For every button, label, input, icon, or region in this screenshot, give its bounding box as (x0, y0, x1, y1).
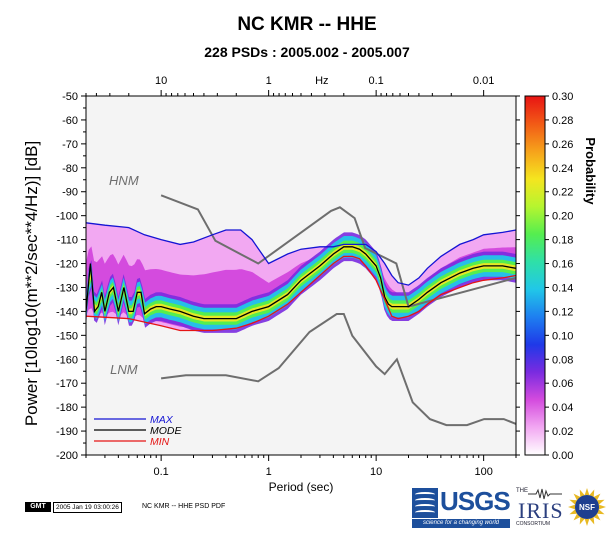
footer-caption: NC KMR -- HHE PSD PDF (142, 503, 226, 510)
colorbar-label: Probability (583, 137, 598, 205)
gmt-timestamp: 2005 Jan 19 03:00:26 (53, 502, 122, 513)
iris-the: THE (516, 488, 528, 494)
y-tick-label: -200 (56, 450, 78, 462)
usgs-wave-icon (412, 488, 438, 518)
x-tick-label: 0.1 (153, 466, 168, 478)
line-hnm (160, 194, 516, 308)
colorbar-tick-label: 0.18 (552, 235, 573, 247)
chart-title: NC KMR -- HHE (237, 14, 377, 35)
y-tick-label: -120 (56, 259, 78, 271)
line-max (86, 222, 516, 286)
nsf-seal-icon: NSF (568, 488, 606, 526)
y-tick-label: -80 (62, 163, 78, 175)
annotation-lnm: LNM (110, 362, 138, 377)
colorbar-tick-label: 0.06 (552, 378, 573, 390)
top-tick-label: 0.1 (368, 75, 383, 87)
y-tick-label: -190 (56, 426, 78, 438)
colorbar-tick-label: 0.16 (552, 259, 573, 271)
y-tick-label: -160 (56, 354, 78, 366)
y-tick-label: -60 (62, 115, 78, 127)
legend-label-mode: MODE (150, 425, 182, 437)
nsf-logo: NSF (567, 487, 607, 527)
line-lnm (160, 313, 516, 427)
line-mode (86, 246, 516, 320)
iris-consortium: CONSORTIUM (516, 521, 551, 527)
colorbar-tick-label: 0.22 (552, 187, 573, 199)
y-tick-label: -180 (56, 402, 78, 414)
usgs-tagline: science for a changing world (412, 519, 510, 528)
y-tick-label: -140 (56, 306, 78, 318)
colorbar-tick-label: 0.02 (552, 426, 573, 438)
top-tick-label: 1 (266, 75, 272, 87)
density-layer (86, 194, 516, 427)
colorbar-tick-label: 0.26 (552, 139, 573, 151)
colorbar-tick-label: 0.08 (552, 354, 573, 366)
iris-wordmark: IRIS (518, 498, 564, 523)
legend-label-max: MAX (150, 414, 174, 426)
colorbar-tick-label: 0.20 (552, 211, 573, 223)
colorbar-tick-label: 0.00 (552, 450, 573, 462)
x-tick-label: 10 (370, 466, 382, 478)
top-tick-label: 0.01 (473, 75, 494, 87)
x-tick-label: 100 (474, 466, 492, 478)
annotation-hnm: HNM (109, 173, 139, 188)
usgs-logo: USGS science for a changing world (412, 486, 511, 528)
y-tick-label: -50 (62, 91, 78, 103)
legend-label-min: MIN (150, 436, 170, 448)
colorbar-tick-label: 0.04 (552, 402, 573, 414)
colorbar (524, 95, 546, 456)
line-min (86, 255, 516, 332)
colorbar-tick-label: 0.12 (552, 306, 573, 318)
nsf-text: NSF (579, 503, 595, 512)
colorbar-tick-label: 0.10 (552, 330, 573, 342)
seismogram-icon (528, 488, 562, 500)
y-tick-label: -170 (56, 378, 78, 390)
colorbar-tick-label: 0.28 (552, 115, 573, 127)
y-tick-label: -130 (56, 282, 78, 294)
density-band-peak (86, 243, 516, 322)
top-tick-label: 10 (155, 75, 167, 87)
usgs-wordmark: USGS (440, 486, 511, 516)
y-tick-label: -70 (62, 139, 78, 151)
x-axis-label: Period (sec) (269, 480, 334, 494)
y-axis-label: Power [10log10(m**2/sec**4/Hz)] [dB] (22, 141, 41, 426)
y-tick-label: -100 (56, 211, 78, 223)
y-tick-label: -110 (57, 235, 78, 247)
gmt-logo: GMT (25, 502, 51, 512)
x-tick-label: 1 (266, 466, 272, 478)
colorbar-tick-label: 0.24 (552, 163, 573, 175)
colorbar-tick-label: 0.30 (552, 91, 573, 103)
chart-subtitle: 228 PSDs : 2005.002 - 2005.007 (204, 44, 410, 60)
top-axis-label: Hz (315, 75, 328, 87)
iris-logo: THE IRIS CONSORTIUM (514, 488, 564, 528)
colorbar-tick-label: 0.14 (552, 282, 573, 294)
y-tick-label: -150 (56, 330, 78, 342)
y-tick-label: -90 (62, 187, 78, 199)
